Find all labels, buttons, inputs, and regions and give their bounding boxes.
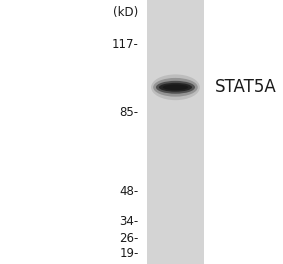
- Text: 117-: 117-: [112, 38, 139, 51]
- Text: 26-: 26-: [119, 232, 139, 245]
- Ellipse shape: [151, 74, 200, 100]
- Bar: [147, 0, 204, 264]
- Text: 85-: 85-: [119, 106, 139, 119]
- Text: 19-: 19-: [119, 247, 139, 260]
- Ellipse shape: [153, 78, 198, 97]
- Text: STAT5A: STAT5A: [215, 78, 277, 96]
- Text: (kD): (kD): [113, 6, 139, 19]
- Text: 48-: 48-: [119, 185, 139, 198]
- Ellipse shape: [163, 84, 188, 90]
- Ellipse shape: [159, 83, 192, 92]
- Ellipse shape: [156, 81, 195, 94]
- Text: 34-: 34-: [119, 215, 139, 228]
